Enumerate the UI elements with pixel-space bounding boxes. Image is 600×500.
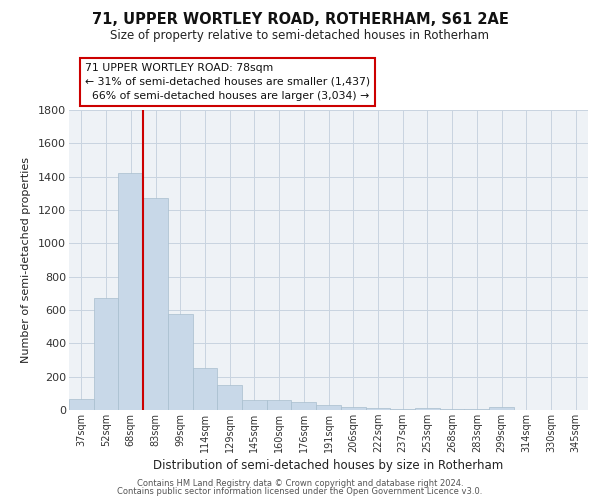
X-axis label: Distribution of semi-detached houses by size in Rotherham: Distribution of semi-detached houses by … bbox=[154, 459, 503, 472]
Bar bbox=[143, 198, 168, 410]
Bar bbox=[217, 385, 242, 410]
Bar bbox=[341, 406, 365, 410]
Text: Contains public sector information licensed under the Open Government Licence v3: Contains public sector information licen… bbox=[118, 487, 482, 496]
Text: Contains HM Land Registry data © Crown copyright and database right 2024.: Contains HM Land Registry data © Crown c… bbox=[137, 478, 463, 488]
Bar bbox=[168, 314, 193, 410]
Y-axis label: Number of semi-detached properties: Number of semi-detached properties bbox=[21, 157, 31, 363]
Bar bbox=[365, 408, 390, 410]
Bar bbox=[242, 400, 267, 410]
Bar bbox=[415, 408, 440, 410]
Text: 71, UPPER WORTLEY ROAD, ROTHERHAM, S61 2AE: 71, UPPER WORTLEY ROAD, ROTHERHAM, S61 2… bbox=[92, 12, 508, 28]
Bar bbox=[489, 406, 514, 410]
Bar bbox=[316, 405, 341, 410]
Bar bbox=[390, 409, 415, 410]
Text: 71 UPPER WORTLEY ROAD: 78sqm
← 31% of semi-detached houses are smaller (1,437)
 : 71 UPPER WORTLEY ROAD: 78sqm ← 31% of se… bbox=[85, 63, 370, 101]
Text: Size of property relative to semi-detached houses in Rotherham: Size of property relative to semi-detach… bbox=[110, 29, 490, 42]
Bar bbox=[292, 402, 316, 410]
Bar bbox=[440, 409, 464, 410]
Bar bbox=[464, 409, 489, 410]
Bar bbox=[94, 298, 118, 410]
Bar bbox=[69, 399, 94, 410]
Bar bbox=[118, 174, 143, 410]
Bar bbox=[267, 400, 292, 410]
Bar bbox=[193, 368, 217, 410]
